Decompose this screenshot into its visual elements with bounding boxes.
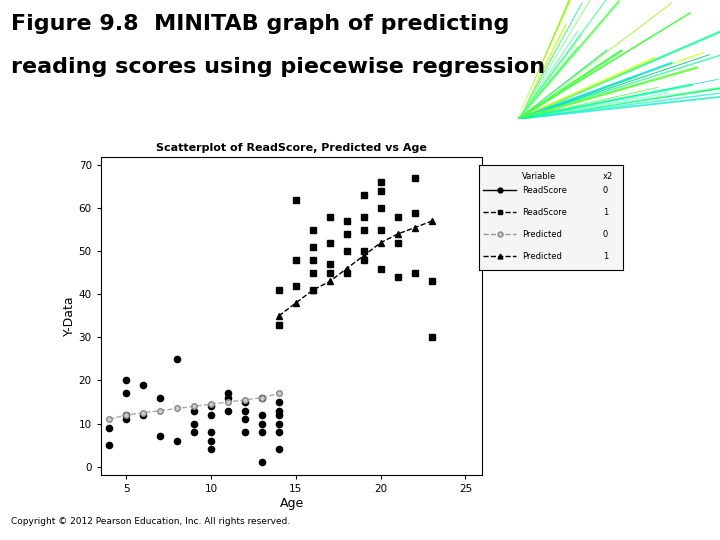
Y-axis label: Y-Data: Y-Data	[63, 295, 76, 336]
Text: 1: 1	[603, 252, 608, 261]
Text: Predicted: Predicted	[522, 230, 562, 239]
Text: Predicted: Predicted	[522, 252, 562, 261]
X-axis label: Age: Age	[279, 497, 304, 510]
Text: 0: 0	[603, 230, 608, 239]
Text: 1: 1	[603, 208, 608, 217]
Text: ReadScore: ReadScore	[522, 186, 567, 195]
Text: 15: 15	[662, 512, 688, 531]
Text: Figure 9.8  MINITAB graph of predicting: Figure 9.8 MINITAB graph of predicting	[11, 14, 509, 33]
Text: reading scores using piecewise regression: reading scores using piecewise regressio…	[11, 57, 545, 77]
Text: 0: 0	[603, 186, 608, 195]
Text: ReadScore: ReadScore	[522, 208, 567, 217]
Text: Variable: Variable	[522, 172, 557, 181]
Text: Copyright © 2012 Pearson Education, Inc. All rights reserved.: Copyright © 2012 Pearson Education, Inc.…	[11, 517, 290, 526]
Title: Scatterplot of ReadScore, Predicted vs Age: Scatterplot of ReadScore, Predicted vs A…	[156, 143, 427, 153]
Text: x2: x2	[603, 172, 613, 181]
